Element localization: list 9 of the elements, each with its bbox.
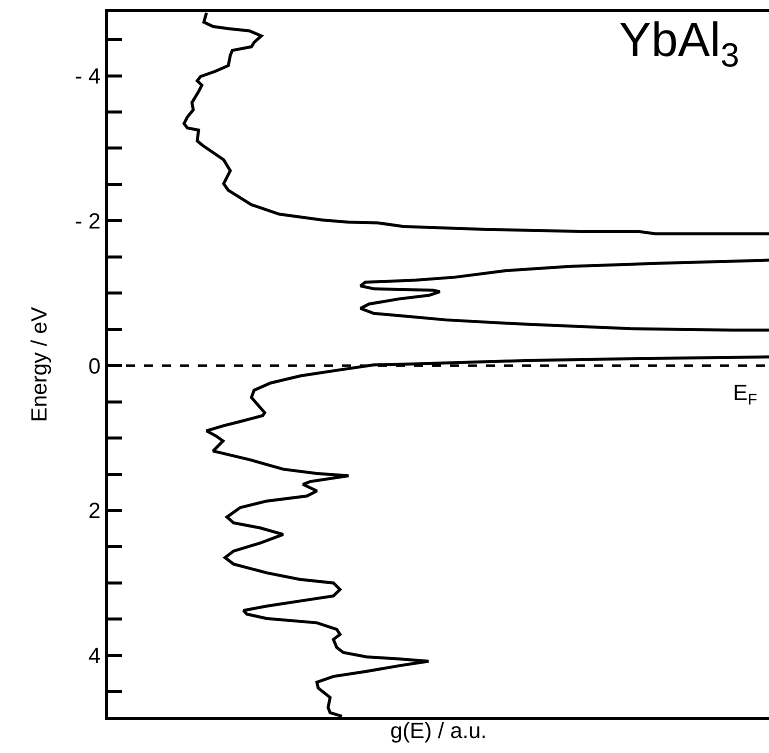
chart-title: YbAl$_{3}$ (619, 14, 740, 74)
y-tick-label: 0 (88, 353, 101, 378)
y-tick-label: - 2 (74, 208, 101, 234)
x-axis-title: g(E) / a.u. (390, 718, 487, 743)
y-axis-title: Energy / eV (26, 306, 52, 422)
y-tick-label: 4 (88, 643, 101, 668)
y-tick-label: - 4 (74, 63, 101, 88)
y-tick-label: 2 (88, 498, 101, 524)
ref-line-label: E$_{F}$ (733, 380, 758, 409)
